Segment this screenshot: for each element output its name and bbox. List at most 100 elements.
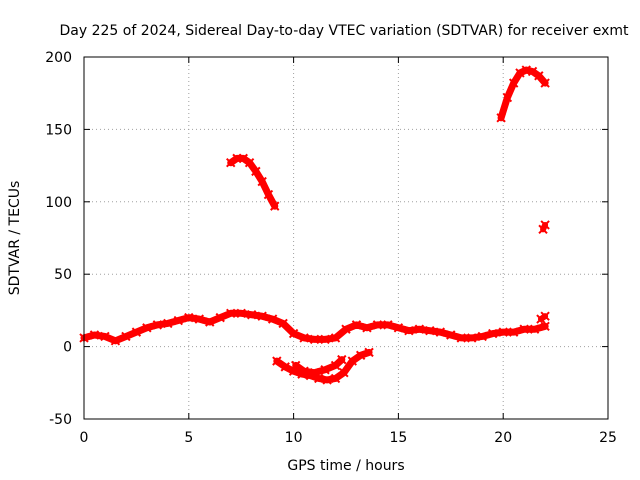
data-point xyxy=(347,356,357,366)
data-point xyxy=(435,327,446,337)
data-point xyxy=(236,308,246,319)
data-point xyxy=(89,330,100,340)
data-point xyxy=(330,373,341,384)
data-point xyxy=(540,78,550,88)
data-series xyxy=(79,65,550,385)
data-point xyxy=(215,312,225,323)
data-point xyxy=(251,166,261,177)
series-arc-low xyxy=(272,347,374,385)
data-point xyxy=(288,328,299,339)
data-point xyxy=(446,330,456,340)
y-tick-label: 50 xyxy=(54,267,72,283)
data-point xyxy=(163,318,173,329)
data-point xyxy=(263,189,274,200)
x-tick-label: 20 xyxy=(494,430,512,446)
data-point xyxy=(226,308,236,319)
y-tick-label: 0 xyxy=(63,340,72,356)
plot-frame xyxy=(83,56,609,420)
data-point xyxy=(322,375,332,385)
data-point xyxy=(529,324,540,334)
data-point xyxy=(270,201,280,211)
data-point xyxy=(238,153,249,164)
data-point xyxy=(540,321,550,332)
data-point xyxy=(100,331,110,342)
data-point xyxy=(540,220,550,230)
data-point xyxy=(519,324,529,334)
data-point xyxy=(330,333,341,343)
series-line xyxy=(273,348,373,384)
y-tick-label: 100 xyxy=(45,195,72,211)
data-point xyxy=(540,311,550,321)
data-point xyxy=(320,365,330,375)
data-point xyxy=(498,327,508,337)
data-point xyxy=(246,310,257,320)
data-point xyxy=(131,327,142,337)
data-point xyxy=(467,333,477,343)
data-point xyxy=(152,320,163,330)
series-arc-top xyxy=(496,65,550,123)
data-point xyxy=(425,325,435,336)
x-tick-label: 0 xyxy=(80,430,89,446)
y-axis-label: SDTVAR / TECUs xyxy=(7,181,23,296)
data-point xyxy=(496,113,506,123)
data-point xyxy=(534,71,544,81)
data-point xyxy=(502,92,513,103)
y-tick-label: 150 xyxy=(45,122,72,138)
data-point xyxy=(278,318,288,329)
data-point xyxy=(456,333,466,343)
data-point xyxy=(290,360,301,371)
data-point xyxy=(142,323,152,333)
data-point xyxy=(488,328,498,339)
series-main-track xyxy=(79,308,550,346)
series-short-segments xyxy=(536,220,550,324)
data-point xyxy=(355,350,366,360)
series-arc-low-2 xyxy=(290,354,347,378)
data-point xyxy=(299,366,309,376)
y-tick-label: -50 xyxy=(49,412,72,428)
data-point xyxy=(272,356,282,366)
data-point xyxy=(508,78,519,88)
x-tick-label: 10 xyxy=(285,430,303,446)
series-arc-high xyxy=(226,153,280,211)
data-point xyxy=(351,320,362,330)
data-point xyxy=(477,331,487,342)
data-point xyxy=(309,367,320,378)
data-point xyxy=(299,333,309,343)
x-axis-label: GPS time / hours xyxy=(287,458,404,474)
data-point xyxy=(372,320,383,330)
series-line xyxy=(80,309,549,345)
data-point xyxy=(267,314,278,324)
data-point xyxy=(173,315,184,326)
data-point xyxy=(280,362,290,372)
data-point xyxy=(414,324,425,334)
data-point xyxy=(362,323,372,333)
data-point xyxy=(527,66,538,77)
data-point xyxy=(121,331,131,342)
data-point xyxy=(393,323,404,333)
data-point xyxy=(515,68,525,78)
data-point xyxy=(205,317,215,327)
data-point xyxy=(309,334,320,345)
data-point xyxy=(404,325,414,336)
data-point xyxy=(244,157,255,168)
data-point xyxy=(339,367,349,378)
x-tick-label: 25 xyxy=(599,430,617,446)
chart-title: Day 225 of 2024, Sidereal Day-to-day VTE… xyxy=(60,23,630,39)
data-point xyxy=(194,314,204,324)
data-point xyxy=(337,354,347,365)
data-point xyxy=(364,347,374,358)
x-tick-label: 5 xyxy=(184,430,193,446)
data-point xyxy=(184,312,194,323)
data-point xyxy=(383,320,393,330)
x-tick-label: 15 xyxy=(389,430,407,446)
axis-ticks: 0 5 10 15 20 25 -50 0 50 100 150 200 xyxy=(45,50,617,446)
data-point xyxy=(257,176,267,187)
y-tick-label: 200 xyxy=(45,50,72,66)
data-point xyxy=(341,324,351,334)
data-point xyxy=(110,336,121,346)
data-point xyxy=(508,327,519,337)
data-point xyxy=(320,334,330,345)
data-point xyxy=(257,311,267,321)
data-point xyxy=(226,157,236,168)
